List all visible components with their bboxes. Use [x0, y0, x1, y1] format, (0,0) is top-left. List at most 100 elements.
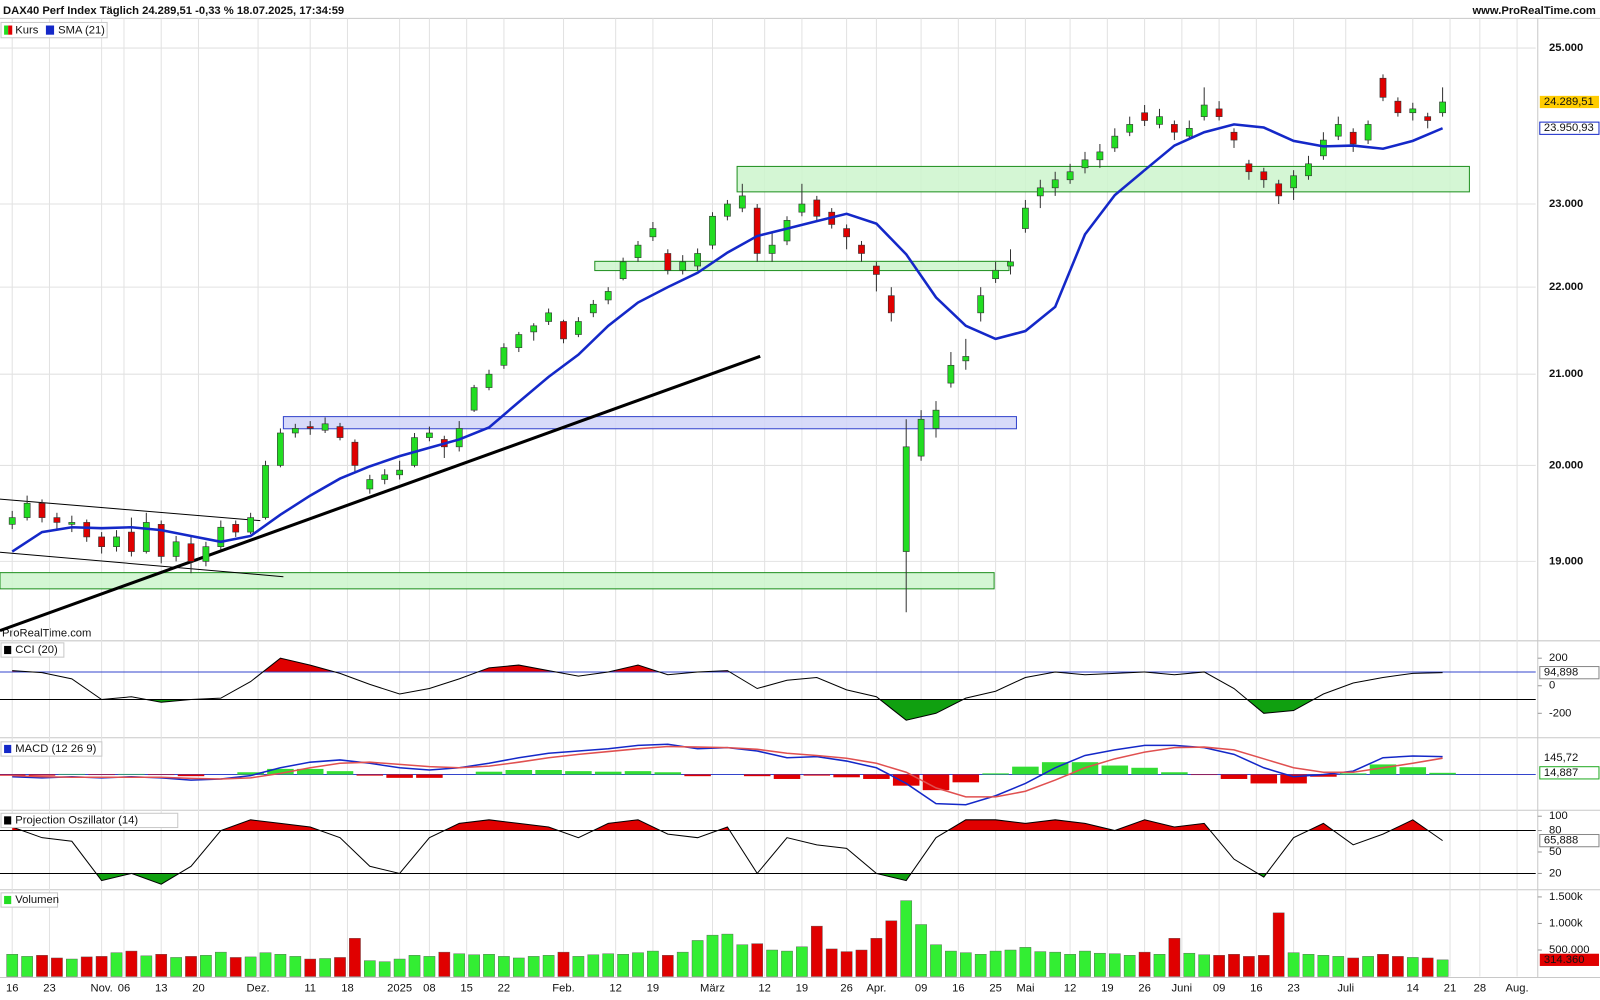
volume-bar — [363, 960, 376, 977]
level-fill — [12, 873, 1443, 885]
value-label: 24.289,51 — [1544, 96, 1594, 108]
candle-body — [709, 215, 716, 246]
value-label: 23.950,93 — [1544, 122, 1594, 134]
volume-bar — [1183, 952, 1196, 977]
panel-title: Projection Oszillator (14) — [15, 814, 138, 826]
x-tick-label: 19 — [796, 983, 808, 995]
watermark: ProRealTime.com — [2, 628, 91, 640]
histogram-bar — [147, 774, 175, 776]
candle-body — [1096, 151, 1104, 161]
volume-bar — [1123, 955, 1136, 977]
source-label: www.ProRealTime.com — [1471, 5, 1595, 17]
histogram-bar — [535, 770, 562, 775]
histogram-bar — [326, 771, 354, 775]
volume-bar — [423, 956, 436, 977]
value-label: 145,72 — [1544, 752, 1578, 764]
candle-body — [783, 220, 791, 242]
candle-body — [262, 465, 269, 518]
histogram-bar — [1339, 773, 1367, 775]
support-zone — [0, 572, 995, 590]
candle-body — [887, 295, 895, 314]
candle-body — [1111, 135, 1119, 149]
volume-bar — [378, 961, 391, 977]
indicator-line — [12, 819, 1443, 885]
panel-title: CCI (20) — [15, 644, 58, 656]
candle-body — [485, 373, 493, 388]
volume-bar — [229, 957, 242, 977]
volume-bar — [200, 955, 212, 977]
candle-body — [1081, 159, 1089, 169]
volume-bar — [468, 954, 480, 977]
volume-bar — [1436, 959, 1449, 977]
histogram-bar — [267, 768, 294, 775]
candle-body — [858, 244, 865, 254]
x-tick-label: 28 — [1474, 983, 1486, 995]
candle-body — [962, 356, 970, 362]
value-label: 314.360 — [1544, 954, 1585, 966]
candle-body — [426, 432, 433, 438]
volume-bar — [498, 956, 510, 977]
x-tick-label: 18 — [341, 983, 353, 995]
candle-body — [1379, 77, 1387, 98]
volume-bar — [289, 956, 302, 977]
panel-title: MACD (12 26 9) — [15, 743, 96, 755]
volume-bar — [274, 954, 287, 977]
volume-bar — [1004, 949, 1017, 977]
histogram-bar — [1399, 767, 1427, 775]
volume-bar — [930, 944, 942, 977]
x-tick-label: 25 — [989, 983, 1001, 995]
candle-body — [1215, 108, 1223, 117]
candle-body — [1260, 171, 1268, 181]
volume-bar — [1198, 954, 1211, 977]
y-tick-label: 80 — [1549, 825, 1561, 837]
candle-body — [1409, 108, 1417, 114]
volume-bar — [1243, 956, 1255, 977]
volume-bar — [95, 956, 108, 977]
x-tick-label: 08 — [423, 983, 435, 995]
candle-body — [1305, 163, 1312, 177]
volume-bar — [1347, 957, 1360, 977]
volume-bar — [676, 951, 689, 977]
candle-body — [1051, 179, 1059, 189]
x-tick-label: 09 — [1213, 983, 1225, 995]
candle-body — [1364, 124, 1372, 141]
volume-bar — [1317, 955, 1330, 977]
volume-bar — [647, 950, 659, 977]
histogram-bar — [386, 774, 413, 778]
volume-bar — [408, 955, 421, 977]
volume-bar — [557, 951, 570, 977]
volume-bar — [1019, 947, 1032, 977]
x-tick-label: 22 — [498, 983, 510, 995]
volume-bar — [691, 940, 704, 977]
histogram-bar — [743, 774, 771, 777]
candle-body — [1066, 171, 1074, 181]
y-tick-label: 1.000k — [1549, 917, 1583, 929]
y-tick-label: 22.000 — [1549, 281, 1583, 293]
panel-title: Volumen — [15, 894, 59, 906]
candle-body — [1424, 116, 1432, 121]
candle-body — [8, 517, 16, 525]
x-tick-label: Feb. — [552, 983, 574, 995]
volume-bar — [1272, 912, 1285, 977]
candle-body — [38, 502, 46, 518]
histogram-bar — [296, 768, 324, 775]
histogram-bar — [505, 770, 533, 775]
candle-body — [351, 441, 359, 466]
candle-body — [530, 325, 538, 333]
candle-body — [396, 469, 403, 476]
volume-bar — [989, 950, 1002, 977]
candle-body — [321, 423, 329, 431]
title-icon — [4, 816, 12, 825]
candle-body — [902, 446, 910, 552]
x-tick-label: 12 — [1064, 983, 1076, 995]
sma-line — [11, 123, 1444, 553]
candle-body — [306, 426, 314, 429]
candle-body — [738, 195, 746, 209]
volume-bar — [66, 958, 78, 977]
candle-body — [336, 426, 344, 438]
volume-bar — [542, 955, 555, 977]
x-tick-label: 2025 — [387, 983, 412, 995]
volume-bar — [661, 955, 674, 977]
title-icon — [4, 895, 12, 905]
x-tick-label: 23 — [43, 983, 55, 995]
